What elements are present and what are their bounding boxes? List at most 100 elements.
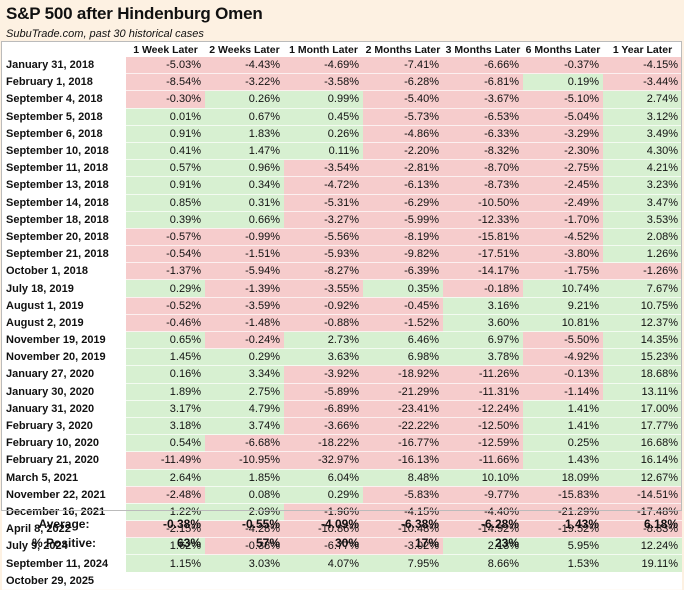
chart-title: S&P 500 after Hindenburg Omen [6,4,263,23]
return-cell: -3.80% [523,245,603,264]
return-cell: -15.83% [523,486,603,504]
return-cell: -0.45% [363,297,443,315]
row-date: September 21, 2018 [2,245,126,264]
column-header: 3 Months Later [443,42,523,57]
return-cell [284,572,363,590]
return-cell: -16.13% [363,451,443,470]
return-cell: -5.40% [363,90,443,109]
table-row: September 10, 2018 0.41% 1.47% 0.11% -2.20% -… [2,142,682,161]
column-header: 1 Week Later [126,42,205,57]
return-cell: -0.30% [126,90,205,109]
row-date: September 10, 2018 [2,142,126,161]
summary-value: -0.55% [241,516,280,531]
return-cell: 3.18% [126,417,205,436]
return-cell: -4.86% [363,125,443,143]
table-row: February 1, 2018 -8.54% -3.22% -3.58% -6.28%… [2,73,682,92]
return-cell: -8.73% [443,176,523,195]
return-cell: 0.96% [205,159,284,178]
return-cell: -12.50% [443,417,523,436]
return-cell: 4.07% [284,554,363,573]
return-cell: -8.70% [443,159,523,178]
return-cell: -0.54% [126,245,205,264]
return-cell: 1.89% [126,383,205,401]
table-row: November 22, 2021 -2.48% 0.08% 0.29% -5.83% -… [2,486,682,504]
return-cell: -4.15% [363,503,443,522]
return-cell: 3.23% [603,176,682,195]
table-row: October 1, 2018 -1.37% -5.94% -8.27% -6.39% -… [2,262,682,281]
return-cell: -5.31% [284,194,363,212]
table-row: September 11, 2024 1.15% 3.03% 4.07% 7.95% 8.… [2,554,682,573]
return-cell: -0.24% [205,331,284,350]
table-row: November 20, 2019 1.45% 0.29% 3.63% 6.98% 3.7… [2,348,682,367]
return-cell: 0.54% [126,434,205,453]
return-cell: -8.54% [126,73,205,92]
return-cell: -0.18% [443,279,523,298]
return-cell: -3.22% [205,73,284,92]
return-cell: -5.73% [363,108,443,126]
return-cell: 1.15% [126,554,205,573]
return-cell: -3.59% [205,297,284,315]
return-cell [363,572,443,590]
return-cell: -3.67% [443,90,523,109]
summary-value [523,533,603,552]
row-date: February 10, 2020 [2,434,126,453]
return-cell: -0.46% [126,314,205,333]
table-row: July 18, 2019 0.29% -1.39% -3.55% 0.35% -0.18… [2,279,682,298]
return-cell: -6.53% [443,108,523,126]
return-cell: 0.11% [284,142,363,161]
return-cell: 12.37% [603,314,682,333]
return-cell: -11.26% [443,365,523,384]
row-date: February 3, 2020 [2,417,126,436]
return-cell: -6.81% [443,73,523,92]
return-cell: 3.49% [603,125,682,143]
return-cell: -1.70% [523,211,603,229]
return-cell: -2.45% [523,176,603,195]
return-cell [443,572,523,590]
return-cell: 3.17% [126,400,205,418]
return-cell: 3.78% [443,348,523,367]
table-row: July 9, 2024 1.62% -0.38% -6.77% -3.02% 2.13%… [2,537,682,556]
return-cell: -19.52% [523,520,603,539]
return-cell: -9.77% [443,486,523,504]
return-cell: 12.24% [603,537,682,556]
return-cell: 1.53% [523,554,603,573]
return-cell: 3.74% [205,417,284,436]
return-cell: 0.26% [205,90,284,109]
row-date: October 1, 2018 [2,262,126,281]
return-cell: 6.46% [363,331,443,350]
table-row: February 10, 2020 0.54% -6.68% -18.22% -16.7… [2,434,682,453]
return-cell: -3.58% [284,73,363,92]
return-cell: 3.03% [205,554,284,573]
return-cell: -0.38% [205,537,284,556]
return-cell: 1.41% [523,400,603,418]
return-cell: -0.92% [284,297,363,315]
return-cell: 3.60% [443,314,523,333]
return-cell: 7.95% [363,554,443,573]
return-cell: -6.13% [363,176,443,195]
return-cell: -18.92% [363,365,443,384]
summary-value: 57% [255,535,280,550]
return-cell: 0.57% [126,159,205,178]
return-cell: 0.91% [126,176,205,195]
row-date: October 29, 2025 [2,572,126,590]
table-row: September 18, 2018 0.39% 0.66% -3.27% -5.99%… [2,211,682,229]
return-cell: 16.14% [603,451,682,470]
return-cell: -18.22% [284,434,363,453]
return-cell: 0.85% [126,194,205,212]
return-cell: -3.44% [603,73,682,92]
return-cell: -8.83% [603,520,682,539]
return-cell: -3.02% [363,537,443,556]
return-cell [205,572,284,590]
return-cell: 6.04% [284,469,363,487]
return-cell: -5.56% [284,228,363,247]
row-date: September 5, 2018 [2,108,126,126]
return-cell: -0.13% [523,365,603,384]
return-cell: 10.74% [523,279,603,298]
return-cell: 2.09% [205,503,284,522]
return-cell: 0.26% [284,125,363,143]
return-cell: -3.92% [284,365,363,384]
return-cell: -1.75% [523,262,603,281]
return-cell: -10.48% [363,520,443,539]
return-cell: -2.48% [126,486,205,504]
return-cell: -2.20% [363,142,443,161]
